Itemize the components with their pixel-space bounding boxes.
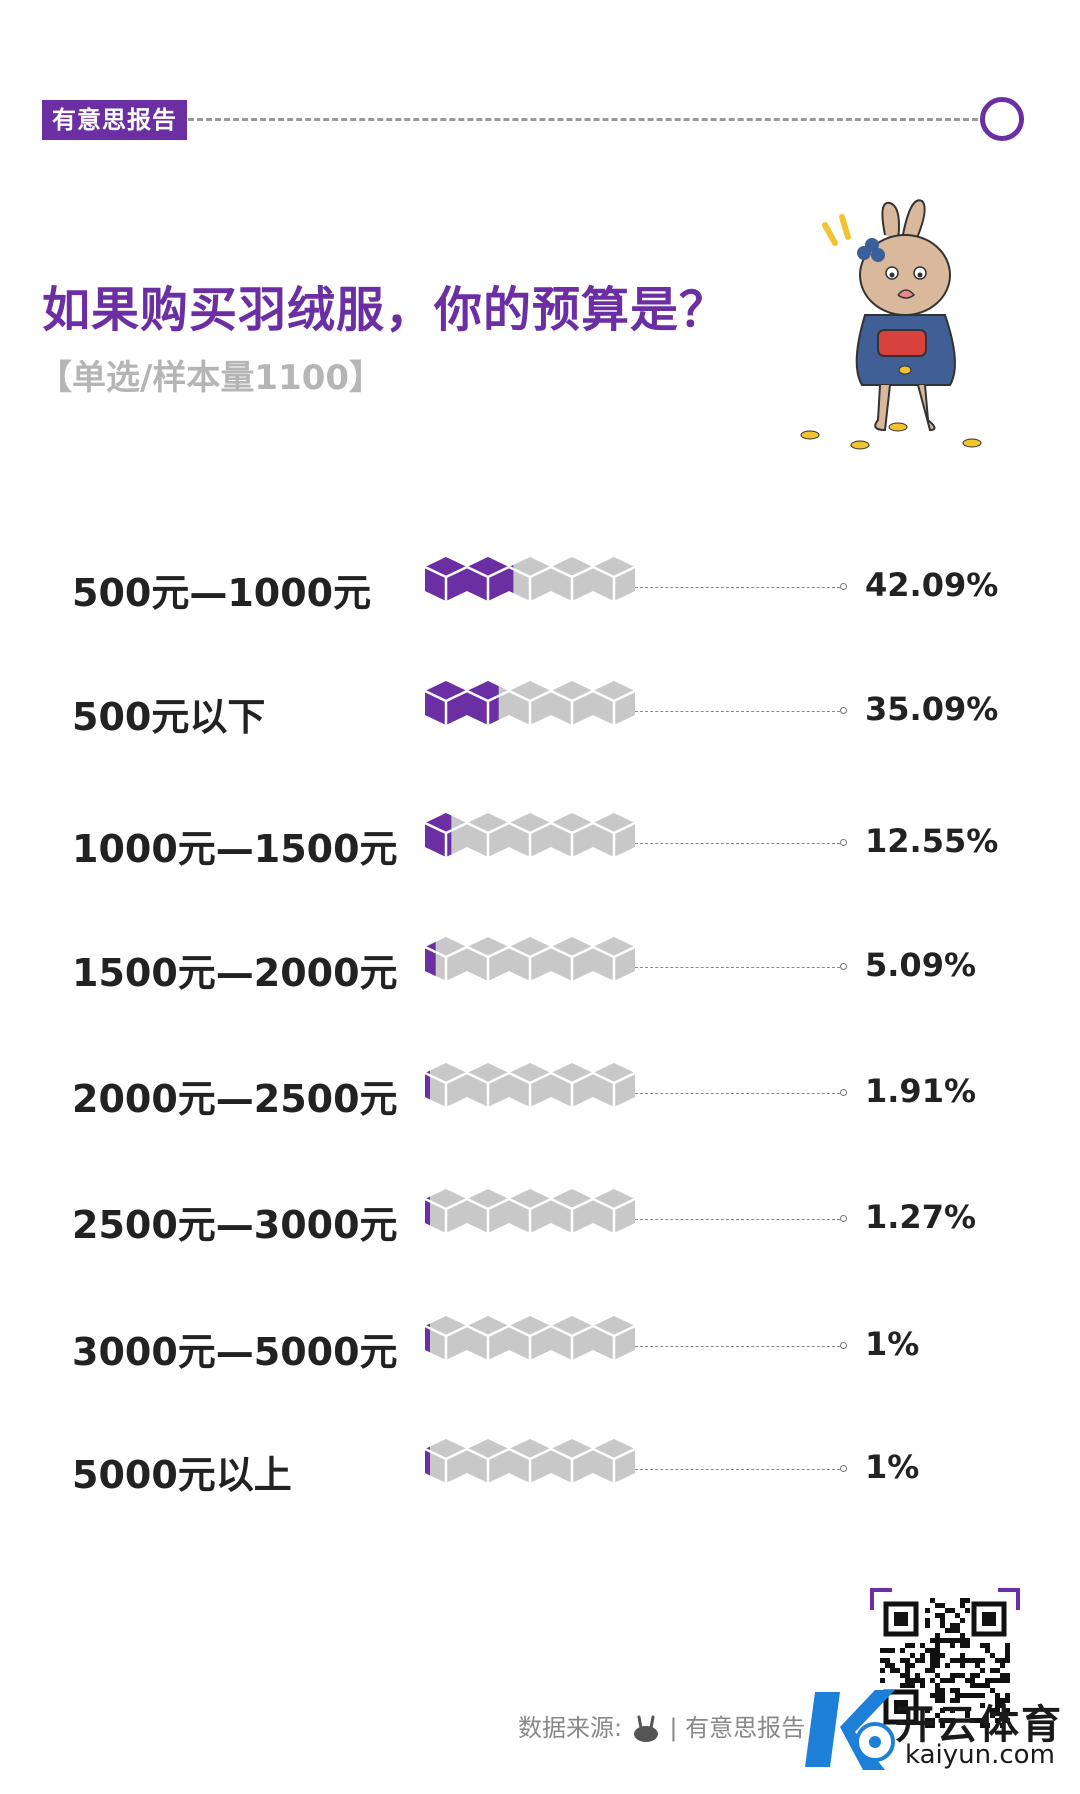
bar-fill	[425, 813, 452, 857]
leader-line	[635, 967, 840, 968]
cube-bar	[425, 937, 636, 981]
rabbit-logo-icon	[633, 1715, 658, 1742]
bar-fill	[425, 1323, 430, 1353]
leader-dot	[840, 1215, 847, 1222]
category-label: 5000元以上	[72, 1453, 292, 1497]
watermark-brand: 开云体育	[895, 1702, 1063, 1748]
leader-dot	[840, 1089, 847, 1096]
bar-fill	[425, 941, 436, 977]
leader-dot	[840, 839, 847, 846]
watermark: 开云体育 kaiyun.com	[795, 1672, 1075, 1782]
category-label: 2000元—2500元	[72, 1077, 398, 1121]
leader-dot	[840, 1342, 847, 1349]
cube-filled	[467, 681, 499, 725]
leader-line	[635, 711, 840, 712]
category-label: 500元—1000元	[72, 571, 372, 615]
rabbit-mascot-icon	[800, 199, 982, 450]
header-circle-icon	[980, 97, 1024, 141]
cube-bar	[425, 557, 636, 601]
category-label: 2500元—3000元	[72, 1203, 398, 1247]
chart-row: 3000元—5000元 1%	[0, 1315, 1080, 1375]
value-label: 1.91%	[865, 1072, 977, 1110]
leader-dot	[840, 963, 847, 970]
cube-bar	[425, 813, 636, 857]
chart-row: 1000元—1500元 12.55%	[0, 812, 1080, 872]
header-dashed-line	[188, 118, 978, 121]
chart-row: 500元以下 35.09%	[0, 680, 1080, 740]
cube-bar	[425, 1189, 636, 1233]
chart-subtitle: 【单选/样本量1100】	[38, 358, 384, 398]
bar-fill	[425, 557, 514, 601]
cube-filled	[425, 1070, 430, 1100]
leader-line	[635, 843, 840, 844]
leader-line	[635, 1346, 840, 1347]
chart-row: 1500元—2000元 5.09%	[0, 936, 1080, 996]
category-label: 1500元—2000元	[72, 951, 398, 995]
leader-line	[635, 1219, 840, 1220]
category-label: 500元以下	[72, 695, 266, 739]
value-label: 1%	[865, 1325, 920, 1363]
bar-fill	[425, 681, 499, 725]
source-line: 数据来源: | 有意思报告	[518, 1708, 805, 1744]
value-label: 5.09%	[865, 946, 977, 984]
leader-line	[635, 587, 840, 588]
leader-line	[635, 1093, 840, 1094]
value-label: 42.09%	[865, 566, 999, 604]
qr-code-icon	[880, 1598, 1010, 1728]
cube-bar	[425, 1439, 636, 1483]
value-label: 1%	[865, 1448, 920, 1486]
leader-dot	[840, 1465, 847, 1472]
leader-dot	[840, 707, 847, 714]
bar-fill	[425, 1070, 430, 1100]
value-label: 1.27%	[865, 1198, 977, 1236]
leader-dot	[840, 583, 847, 590]
header-tag: 有意思报告	[42, 100, 187, 140]
category-label: 3000元—5000元	[72, 1330, 398, 1374]
chart-row: 2500元—3000元 1.27%	[0, 1188, 1080, 1248]
watermark-domain: kaiyun.com	[905, 1740, 1055, 1770]
bar-fill	[425, 1446, 430, 1476]
leader-line	[635, 1469, 840, 1470]
chart-row: 500元—1000元 42.09%	[0, 556, 1080, 616]
cube-filled	[425, 1196, 430, 1226]
value-label: 35.09%	[865, 690, 999, 728]
chart-row: 5000元以上 1%	[0, 1438, 1080, 1498]
qr-code	[870, 1588, 1020, 1738]
source-name: | 有意思报告	[669, 1714, 806, 1742]
cube-bar	[425, 1316, 636, 1360]
category-label: 1000元—1500元	[72, 827, 398, 871]
cube-filled	[425, 1446, 430, 1476]
value-label: 12.55%	[865, 822, 999, 860]
cube-bar	[425, 681, 636, 725]
cube-bar	[425, 1063, 636, 1107]
chart-title: 如果购买羽绒服，你的预算是？	[42, 282, 729, 338]
kaiyun-logo-icon	[805, 1690, 895, 1770]
source-prefix: 数据来源:	[518, 1714, 623, 1742]
cube-filled	[425, 1323, 430, 1353]
bar-fill	[425, 1196, 430, 1226]
chart-row: 2000元—2500元 1.91%	[0, 1062, 1080, 1122]
cube-filled	[509, 564, 514, 594]
